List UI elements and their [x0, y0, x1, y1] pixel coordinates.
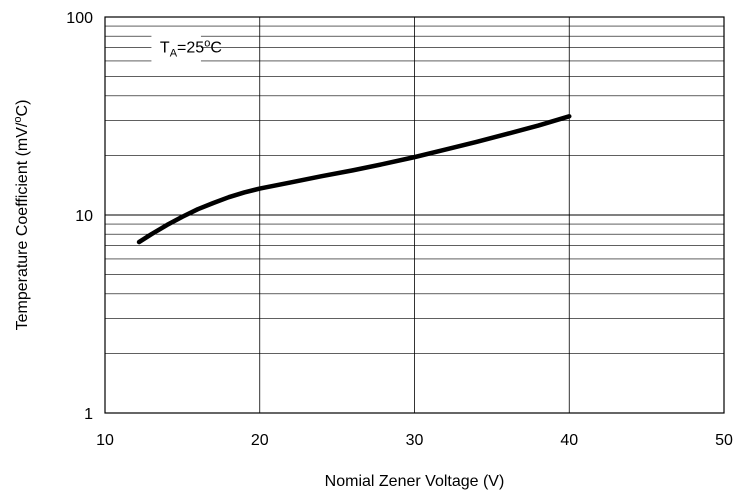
annotation-text: TA=25oC — [160, 38, 222, 60]
x-tick-labels: 10 20 30 40 50 — [96, 432, 733, 449]
y-axis-label-superscript: o — [12, 116, 24, 122]
y-tick-label: 100 — [66, 10, 93, 27]
annotation-superscript: o — [204, 38, 210, 50]
grid — [105, 17, 724, 413]
y-axis-label: Temperature Coefficient (mV/oC) — [12, 100, 31, 331]
y-axis-label-before: Temperature Coefficient (mV/ — [14, 122, 31, 330]
x-tick-label: 40 — [560, 432, 578, 449]
x-tick-label: 30 — [406, 432, 424, 449]
y-tick-label: 10 — [75, 208, 93, 225]
x-tick-label: 10 — [96, 432, 114, 449]
annotation-end: C — [210, 40, 222, 57]
annotation-background — [151, 28, 201, 69]
temperature-annotation: TA=25oC — [151, 28, 222, 69]
annotation-mid: =25 — [177, 40, 204, 57]
annotation-main: T — [160, 40, 170, 57]
y-tick-labels: 1 10 100 — [66, 10, 93, 423]
plot-frame — [104, 16, 725, 414]
annotation-subscript: A — [170, 48, 178, 60]
y-tick-label: 1 — [84, 406, 93, 423]
x-tick-label: 20 — [251, 432, 269, 449]
x-tick-label: 50 — [715, 432, 733, 449]
x-axis-label: Nomial Zener Voltage (V) — [325, 473, 505, 490]
series-line — [136, 114, 572, 245]
y-axis-label-after: C) — [14, 100, 31, 117]
